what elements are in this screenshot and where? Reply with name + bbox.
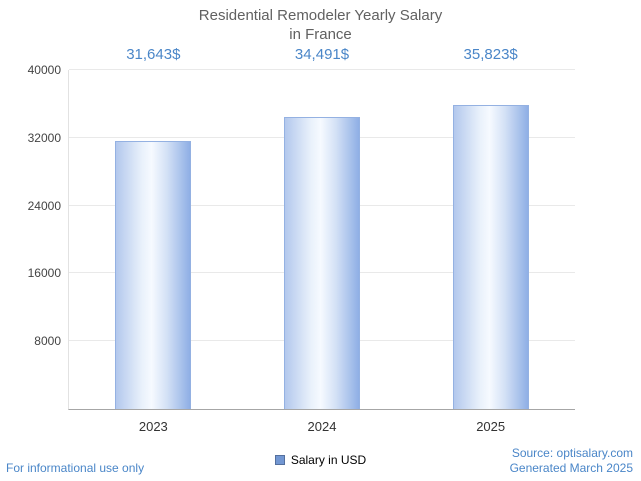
- chart-title: Residential Remodeler Yearly Salary in F…: [0, 6, 641, 44]
- chart-legend: Salary in USD: [0, 453, 641, 467]
- value-label-2024: 34,491$: [294, 46, 350, 63]
- plot-area: 8000 16000 24000 32000 40000 31,643$ 2023 34,49…: [28, 46, 575, 434]
- disclaimer-text: For informational use only: [6, 461, 145, 475]
- source-text: Source: optisalary.com: [511, 446, 633, 460]
- generated-text: Generated March 2025: [509, 461, 633, 475]
- bar-2025: [452, 105, 529, 409]
- legend-marker-icon: [274, 455, 285, 465]
- chart-title-line1: Residential Remodeler Yearly Salary: [198, 7, 443, 24]
- bar-2023: [115, 140, 192, 409]
- xtick-label-2024: 2024: [307, 419, 337, 434]
- value-label-2025: 35,823$: [463, 46, 518, 63]
- ytick-label-32000: 32000: [27, 130, 61, 145]
- ytick-label-16000: 16000: [27, 266, 61, 281]
- gridline-40000: [69, 69, 575, 70]
- ytick-label-40000: 40000: [27, 63, 61, 77]
- bar-2024: [284, 116, 360, 409]
- legend-label: Salary in USD: [290, 453, 367, 467]
- chart-title-line2: in France: [289, 26, 352, 43]
- ytick-label-24000: 24000: [27, 198, 61, 213]
- xtick-label-2023: 2023: [138, 419, 168, 434]
- ytick-label-8000: 8000: [34, 334, 61, 349]
- source-attribution: Source: optisalary.com Generated March 2…: [510, 446, 633, 476]
- value-label-2023: 31,643$: [126, 46, 181, 63]
- xtick-label-2025: 2025: [476, 419, 506, 434]
